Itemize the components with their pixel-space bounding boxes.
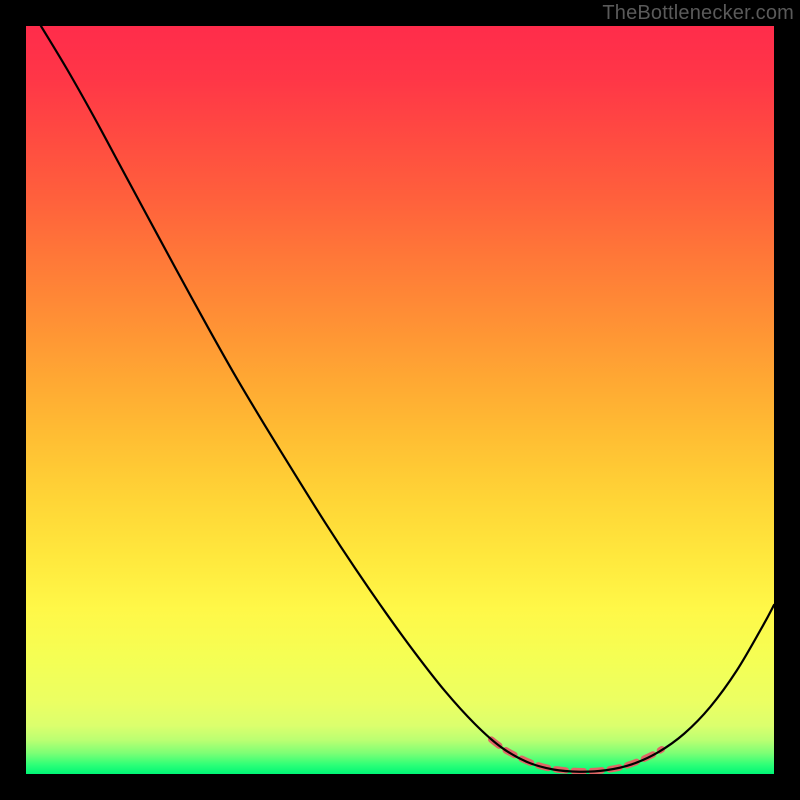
- gradient-background: [26, 26, 774, 774]
- watermark-text: TheBottlenecker.com: [602, 2, 794, 25]
- chart-container: [26, 26, 774, 774]
- chart-svg: [26, 26, 774, 774]
